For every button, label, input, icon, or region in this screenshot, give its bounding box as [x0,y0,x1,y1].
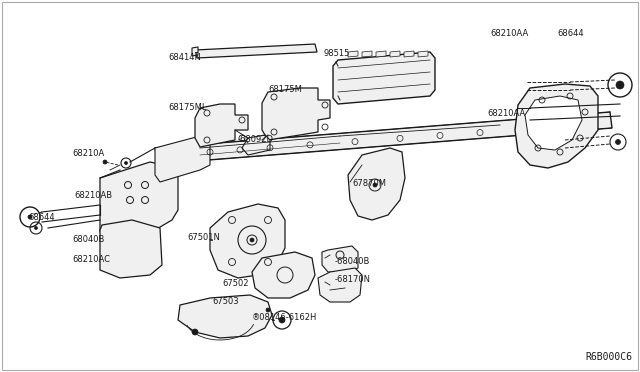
Circle shape [279,317,285,323]
Circle shape [266,308,270,312]
Text: 68210AB: 68210AB [74,192,112,201]
Polygon shape [100,220,162,278]
Text: 98515: 98515 [323,49,349,58]
Text: 68210AA: 68210AA [487,109,525,119]
Text: ®08146-6162H: ®08146-6162H [252,312,317,321]
Polygon shape [333,52,435,104]
Polygon shape [195,44,317,58]
Polygon shape [192,47,198,56]
Circle shape [125,161,127,164]
Polygon shape [252,252,315,298]
Polygon shape [515,84,598,168]
Text: 68175ML: 68175ML [168,103,207,112]
Polygon shape [390,51,400,57]
Polygon shape [155,112,612,164]
Polygon shape [418,51,428,57]
Text: 67502: 67502 [222,279,248,288]
Polygon shape [242,135,270,155]
Polygon shape [178,295,272,338]
Text: -68040B: -68040B [335,257,371,266]
Polygon shape [404,51,414,57]
Polygon shape [362,51,372,57]
Circle shape [103,160,107,164]
Polygon shape [195,104,248,147]
Circle shape [192,329,198,335]
Text: -68170N: -68170N [335,275,371,283]
Polygon shape [100,162,178,238]
Polygon shape [348,51,358,57]
Polygon shape [155,136,210,182]
Text: 68644: 68644 [28,214,54,222]
Text: 67870M: 67870M [352,180,386,189]
Circle shape [616,81,624,89]
Text: R6B000C6: R6B000C6 [585,352,632,362]
Text: 68414N: 68414N [168,54,201,62]
Circle shape [28,215,32,219]
Circle shape [373,183,377,187]
Text: 68210A: 68210A [72,148,104,157]
Polygon shape [318,268,362,302]
Text: -68092D: -68092D [238,135,274,144]
Polygon shape [348,148,405,220]
Circle shape [35,227,38,230]
Text: 68644: 68644 [557,29,584,38]
Polygon shape [376,51,386,57]
Polygon shape [262,88,330,140]
Text: 68040B: 68040B [72,234,104,244]
Polygon shape [322,246,358,272]
Text: 68210AC: 68210AC [72,254,110,263]
Text: 67503: 67503 [212,296,239,305]
Circle shape [250,238,254,242]
Circle shape [616,140,621,144]
Polygon shape [210,204,285,278]
Polygon shape [525,96,582,150]
Text: 68210AA: 68210AA [490,29,528,38]
Text: 67501N: 67501N [187,234,220,243]
Text: 68175M: 68175M [268,86,302,94]
